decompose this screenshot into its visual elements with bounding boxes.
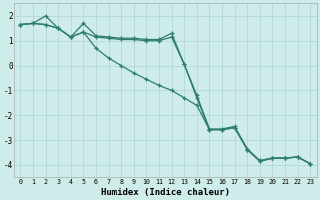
X-axis label: Humidex (Indice chaleur): Humidex (Indice chaleur) — [101, 188, 230, 197]
